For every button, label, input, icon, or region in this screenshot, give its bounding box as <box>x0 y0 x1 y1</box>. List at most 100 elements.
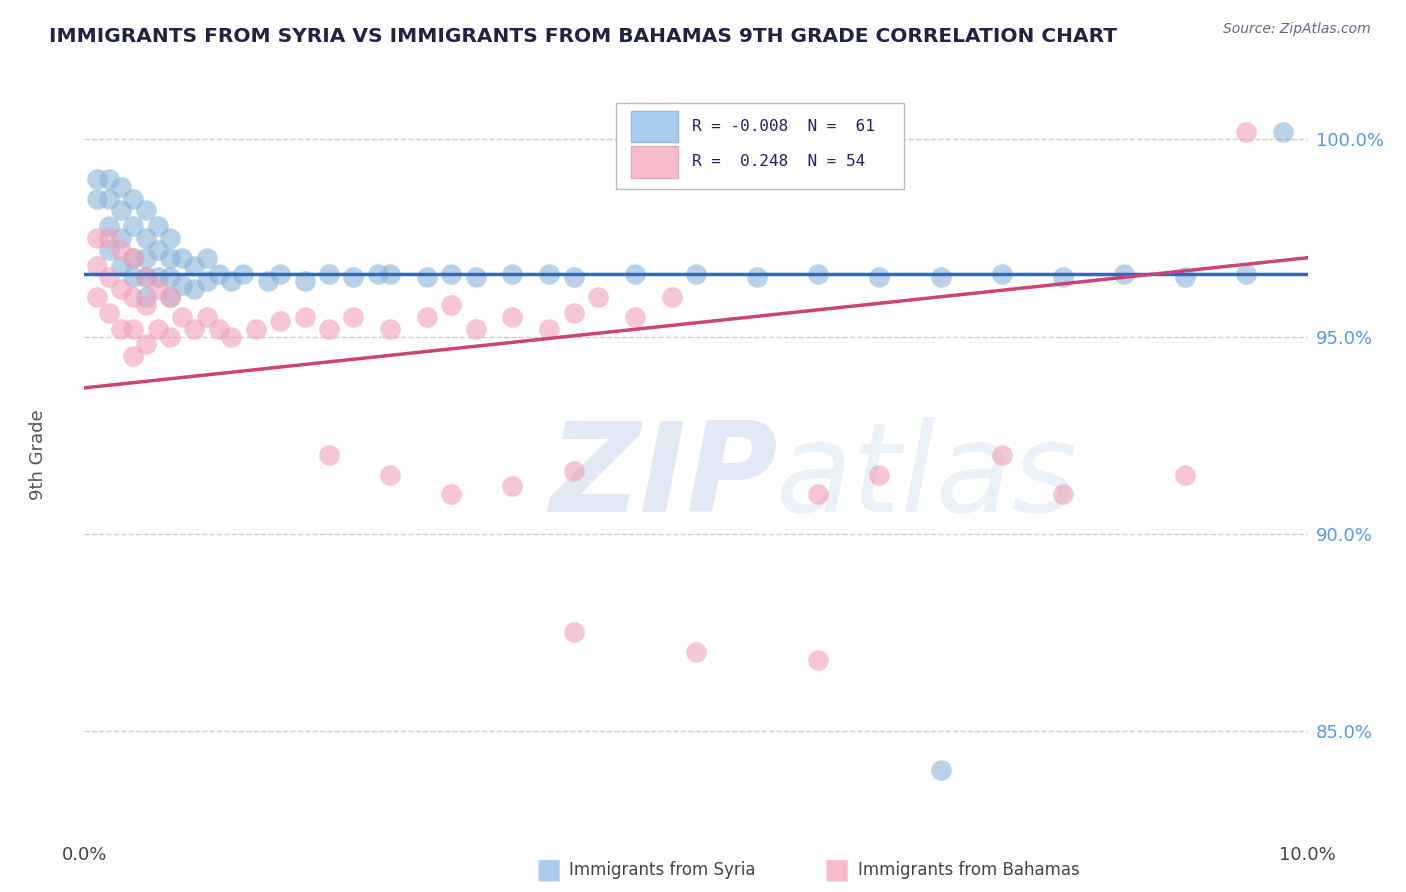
Point <box>685 645 707 659</box>
Point <box>122 349 145 363</box>
Point <box>146 243 169 257</box>
Text: Immigrants from Bahamas: Immigrants from Bahamas <box>858 861 1080 879</box>
Point <box>416 270 439 285</box>
Point <box>464 270 486 285</box>
Point <box>135 298 157 312</box>
Text: Immigrants from Syria: Immigrants from Syria <box>569 861 756 879</box>
Bar <box>631 146 678 178</box>
Point <box>135 203 157 218</box>
Point <box>991 448 1014 462</box>
Point <box>86 259 108 273</box>
Point <box>208 322 231 336</box>
Point <box>86 172 108 186</box>
Point <box>146 270 169 285</box>
Text: atlas: atlas <box>776 417 1077 538</box>
Point <box>929 270 952 285</box>
Point <box>135 337 157 351</box>
Point <box>208 267 231 281</box>
Point <box>195 251 218 265</box>
Text: Source: ZipAtlas.com: Source: ZipAtlas.com <box>1223 22 1371 37</box>
Point <box>110 282 132 296</box>
Point <box>380 267 402 281</box>
Point <box>97 192 120 206</box>
Point <box>380 467 402 482</box>
Point <box>122 219 145 234</box>
Text: ■: ■ <box>536 855 561 884</box>
Point <box>232 267 254 281</box>
Point <box>294 310 316 324</box>
Point <box>318 322 340 336</box>
Text: R =  0.248  N = 54: R = 0.248 N = 54 <box>692 154 866 169</box>
Point <box>135 231 157 245</box>
Point <box>502 310 524 324</box>
Point <box>342 270 364 285</box>
Point <box>159 329 181 343</box>
Point <box>146 282 169 296</box>
Point <box>1272 124 1295 138</box>
Text: IMMIGRANTS FROM SYRIA VS IMMIGRANTS FROM BAHAMAS 9TH GRADE CORRELATION CHART: IMMIGRANTS FROM SYRIA VS IMMIGRANTS FROM… <box>49 27 1118 45</box>
Text: R = -0.008  N =  61: R = -0.008 N = 61 <box>692 120 875 134</box>
Point <box>807 267 830 281</box>
Point <box>380 322 402 336</box>
Point <box>562 464 585 478</box>
Point <box>1174 270 1197 285</box>
Point <box>159 270 181 285</box>
Text: ZIP: ZIP <box>550 417 778 538</box>
Point <box>135 290 157 304</box>
Point <box>97 219 120 234</box>
Point <box>661 290 683 304</box>
Point <box>502 267 524 281</box>
Point <box>122 270 145 285</box>
Point <box>159 290 181 304</box>
Point <box>342 310 364 324</box>
Point <box>172 251 194 265</box>
Point <box>135 251 157 265</box>
Point <box>1052 487 1074 501</box>
Point <box>97 270 120 285</box>
Point <box>586 290 609 304</box>
Point <box>685 267 707 281</box>
Point <box>159 290 181 304</box>
Point <box>257 274 280 288</box>
Point <box>807 487 830 501</box>
Point <box>464 322 486 336</box>
Point <box>86 231 108 245</box>
Point <box>538 267 561 281</box>
Point <box>538 322 561 336</box>
Point <box>269 267 291 281</box>
Point <box>367 267 389 281</box>
Point <box>991 267 1014 281</box>
Point <box>440 487 463 501</box>
Point <box>172 310 194 324</box>
Point <box>159 251 181 265</box>
Point <box>159 231 181 245</box>
Point <box>183 322 205 336</box>
Point <box>172 278 194 293</box>
Point <box>562 306 585 320</box>
Point <box>294 274 316 288</box>
Point <box>245 322 267 336</box>
Point <box>869 467 891 482</box>
Point <box>624 267 647 281</box>
Point <box>183 282 205 296</box>
Point <box>97 172 120 186</box>
Point <box>110 203 132 218</box>
Point <box>97 231 120 245</box>
Point <box>1114 267 1136 281</box>
Point <box>146 322 169 336</box>
Point <box>97 306 120 320</box>
Point <box>416 310 439 324</box>
Point <box>318 267 340 281</box>
Point <box>86 192 108 206</box>
Point <box>624 310 647 324</box>
Point <box>219 274 242 288</box>
Point <box>1174 467 1197 482</box>
Point <box>195 310 218 324</box>
Point <box>269 314 291 328</box>
Point <box>122 322 145 336</box>
Point <box>195 274 218 288</box>
Point <box>110 322 132 336</box>
Point <box>122 251 145 265</box>
Point <box>135 270 157 285</box>
Point <box>440 267 463 281</box>
